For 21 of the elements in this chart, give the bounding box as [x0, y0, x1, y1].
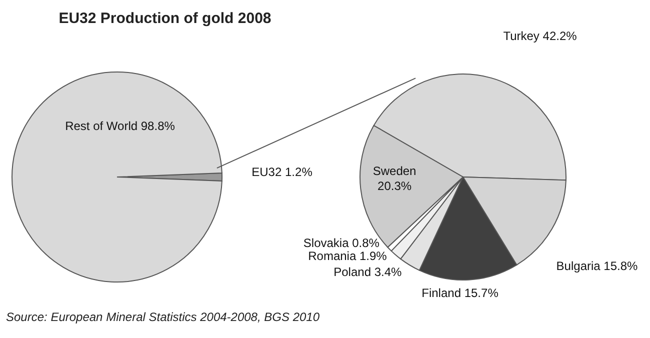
- pie-slice: [12, 72, 222, 282]
- chart-title: EU32 Production of gold 2008: [58, 10, 272, 27]
- slice-label: Poland: [334, 265, 372, 280]
- slice-label: Bulgaria: [556, 259, 600, 273]
- slice-label: Turkey: [503, 29, 540, 43]
- data-label: 15.8%: [604, 259, 638, 273]
- slice-label: Rest of World: [65, 119, 138, 133]
- data-label: 15.7%: [464, 286, 498, 300]
- slice-label: EU32: [252, 165, 282, 179]
- data-label: 98.8%: [140, 119, 175, 133]
- data-label: 1.9%: [359, 249, 387, 264]
- slice-label: Sweden: [372, 164, 416, 178]
- data-label: 42.2%: [542, 29, 577, 43]
- data-label: 0.8%: [352, 236, 380, 250]
- slice-label: Romania: [308, 249, 356, 264]
- slice-label: Finland: [422, 286, 461, 300]
- slice-label: Slovakia: [303, 236, 349, 250]
- data-label: 1.2%: [285, 165, 312, 179]
- data-label: 20.3%: [378, 179, 412, 194]
- data-label: 3.4%: [374, 265, 402, 280]
- source-note: Source: European Mineral Statistics 2004-2008, BGS 2010: [6, 310, 320, 324]
